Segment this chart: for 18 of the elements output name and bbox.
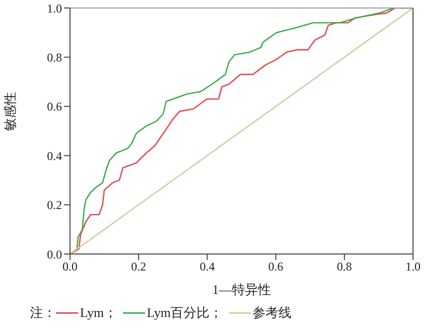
y-tick-label: 0.0 bbox=[47, 247, 62, 262]
x-tick-label: 1.0 bbox=[406, 260, 420, 274]
x-tick-label: 0.6 bbox=[268, 260, 284, 274]
x-tick-label: 0.2 bbox=[131, 260, 146, 274]
legend-label: Lym百分比； bbox=[146, 304, 223, 322]
x-tick-label: 0.4 bbox=[200, 260, 215, 274]
legend-label: Lym； bbox=[80, 304, 117, 322]
y-tick-label: 0.4 bbox=[47, 148, 62, 163]
x-tick-label: 0.8 bbox=[336, 260, 352, 274]
y-tick-label: 1.0 bbox=[47, 1, 62, 16]
x-axis-title: 1—特异性 bbox=[212, 282, 271, 297]
legend-label: 参考线 bbox=[252, 304, 292, 322]
y-tick-label: 0.6 bbox=[47, 100, 62, 114]
y-tick-label: 0.2 bbox=[47, 198, 62, 212]
y-tick-label: 0.8 bbox=[47, 50, 62, 64]
x-tick-label: 0.0 bbox=[62, 260, 78, 274]
legend-title: 注： bbox=[30, 304, 56, 322]
y-axis-title: 敏感性 bbox=[2, 92, 18, 131]
